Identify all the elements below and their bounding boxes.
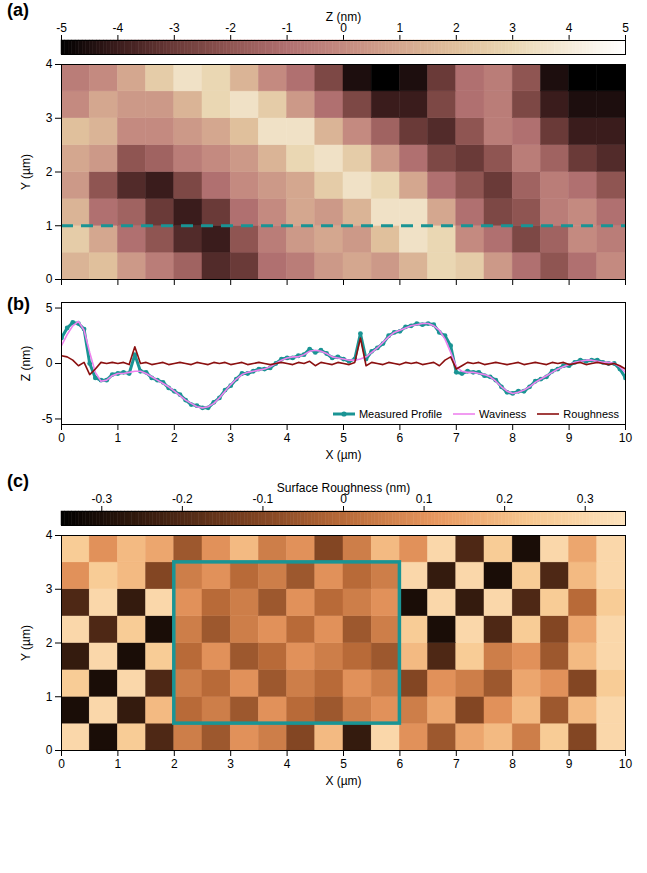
svg-text:0: 0 [58,757,65,771]
svg-text:Y (µm): Y (µm) [19,625,33,661]
svg-text:X (µm): X (µm) [325,774,361,788]
svg-text:2: 2 [171,431,178,445]
svg-text:Y (µm): Y (µm) [19,154,33,190]
svg-text:0: 0 [340,20,347,35]
svg-text:0: 0 [340,491,347,506]
svg-text:3: 3 [46,111,53,125]
svg-text:3: 3 [46,582,53,596]
svg-text:0: 0 [46,356,53,370]
svg-text:-4: -4 [113,21,124,35]
svg-text:9: 9 [566,757,573,771]
svg-text:-0.2: -0.2 [172,492,193,506]
svg-text:-5: -5 [42,412,53,426]
svg-text:2: 2 [46,165,53,179]
svg-text:10: 10 [619,431,633,445]
svg-text:4: 4 [284,757,291,771]
svg-text:4: 4 [566,21,573,35]
svg-text:1: 1 [115,757,122,771]
svg-text:7: 7 [453,431,460,445]
html-text:(a): (a) [7,0,29,20]
svg-text:Z (nm): Z (nm) [19,346,33,381]
svg-text:6: 6 [397,431,404,445]
svg-text:3: 3 [509,21,516,35]
svg-text:6: 6 [397,757,404,771]
html-text:Roughness: Roughness [563,408,619,420]
svg-text:-3: -3 [169,21,180,35]
svg-text:-0.3: -0.3 [91,492,112,506]
svg-text:0.1: 0.1 [416,492,433,506]
svg-text:10: 10 [619,757,633,771]
svg-text:5: 5 [340,757,347,771]
svg-text:9: 9 [566,431,573,445]
svg-text:0: 0 [58,431,65,445]
svg-text:0: 0 [46,272,53,286]
svg-text:2: 2 [171,757,178,771]
svg-text:0.3: 0.3 [577,492,594,506]
svg-text:5: 5 [46,301,53,315]
svg-text:2: 2 [453,21,460,35]
svg-text:4: 4 [46,528,53,542]
svg-text:1: 1 [115,431,122,445]
svg-text:-0.1: -0.1 [253,492,274,506]
svg-text:5: 5 [622,21,629,35]
html-text:Measured Profile: Measured Profile [358,408,443,420]
svg-text:0: 0 [46,743,53,757]
svg-text:X (µm): X (µm) [325,448,361,462]
svg-text:-2: -2 [225,21,236,35]
svg-text:0.2: 0.2 [496,492,513,506]
html-text:(b): (b) [7,294,30,314]
svg-text:-5: -5 [56,21,67,35]
svg-text:3: 3 [227,757,234,771]
svg-text:3: 3 [227,431,234,445]
svg-text:Z (nm): Z (nm) [326,10,361,24]
svg-text:4: 4 [46,57,53,71]
svg-text:1: 1 [46,219,53,233]
html-text:(c): (c) [7,471,29,491]
html-text:Waviness: Waviness [479,408,527,420]
svg-text:7: 7 [453,757,460,771]
svg-text:4: 4 [284,431,291,445]
svg-text:8: 8 [509,431,516,445]
svg-text:8: 8 [509,757,516,771]
svg-text:-1: -1 [282,21,293,35]
svg-text:Surface Roughness (nm): Surface Roughness (nm) [277,481,410,495]
svg-text:2: 2 [46,636,53,650]
svg-text:1: 1 [46,690,53,704]
svg-text:5: 5 [340,431,347,445]
svg-text:1: 1 [397,21,404,35]
